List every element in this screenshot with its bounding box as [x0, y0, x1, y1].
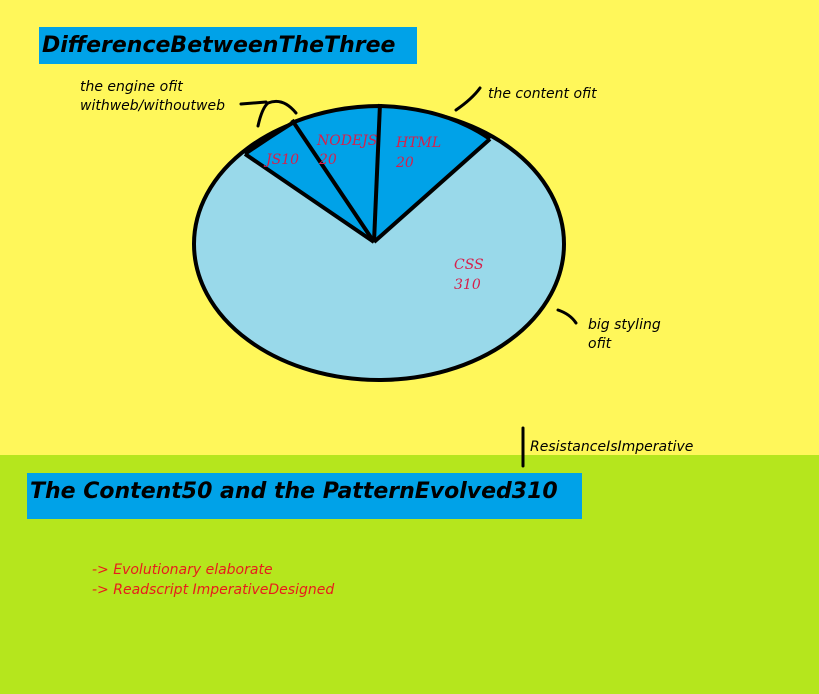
- slice-label-html-name: HTML: [395, 135, 441, 151]
- pie-outline-top: [243, 103, 492, 156]
- styling-note-line-1: big styling: [588, 317, 661, 333]
- section-title: The Content50 and the PatternEvolved310: [27, 473, 582, 519]
- engine-note-line-1: the engine ofit: [80, 79, 183, 95]
- resistance-note: ResistanceIsImperative: [530, 439, 694, 455]
- slice-label-css-value: 310: [454, 277, 481, 293]
- slice-label-nodejs-value: 20: [318, 152, 337, 168]
- engine-note: the engine ofit withweb/withoutweb: [80, 78, 225, 116]
- slice-label-css-name: CSS: [454, 257, 484, 273]
- bullet-item: -> Evolutionary elaborate: [92, 562, 273, 578]
- engine-pointer-stroke: [239, 99, 298, 128]
- divider-js-css: [243, 152, 376, 244]
- slice-label-html-value: 20: [395, 155, 414, 171]
- content-pointer-stroke: [454, 86, 482, 112]
- pie-slice-nodejs: [294, 106, 380, 242]
- page-title: DifferenceBetweenTheThree: [39, 27, 417, 64]
- styling-note-line-2: ofit: [588, 336, 612, 352]
- content-note: the content ofit: [488, 86, 597, 102]
- engine-note-line-2: withweb/withoutweb: [80, 98, 225, 114]
- divider-nodejs-html: [372, 103, 382, 243]
- divider-html-css: [372, 137, 492, 244]
- bullet-item: -> Readscript ImperativeDesigned: [92, 582, 335, 598]
- pie-slice-js: [245, 122, 374, 242]
- styling-note: big styling ofit: [588, 316, 661, 354]
- divider-js-nodejs: [290, 118, 376, 244]
- slice-label-js: JS10: [263, 152, 299, 168]
- styling-pointer-stroke: [556, 308, 578, 325]
- pie-slice-html: [374, 106, 490, 242]
- slice-label-nodejs-name: NODEJS: [316, 133, 377, 149]
